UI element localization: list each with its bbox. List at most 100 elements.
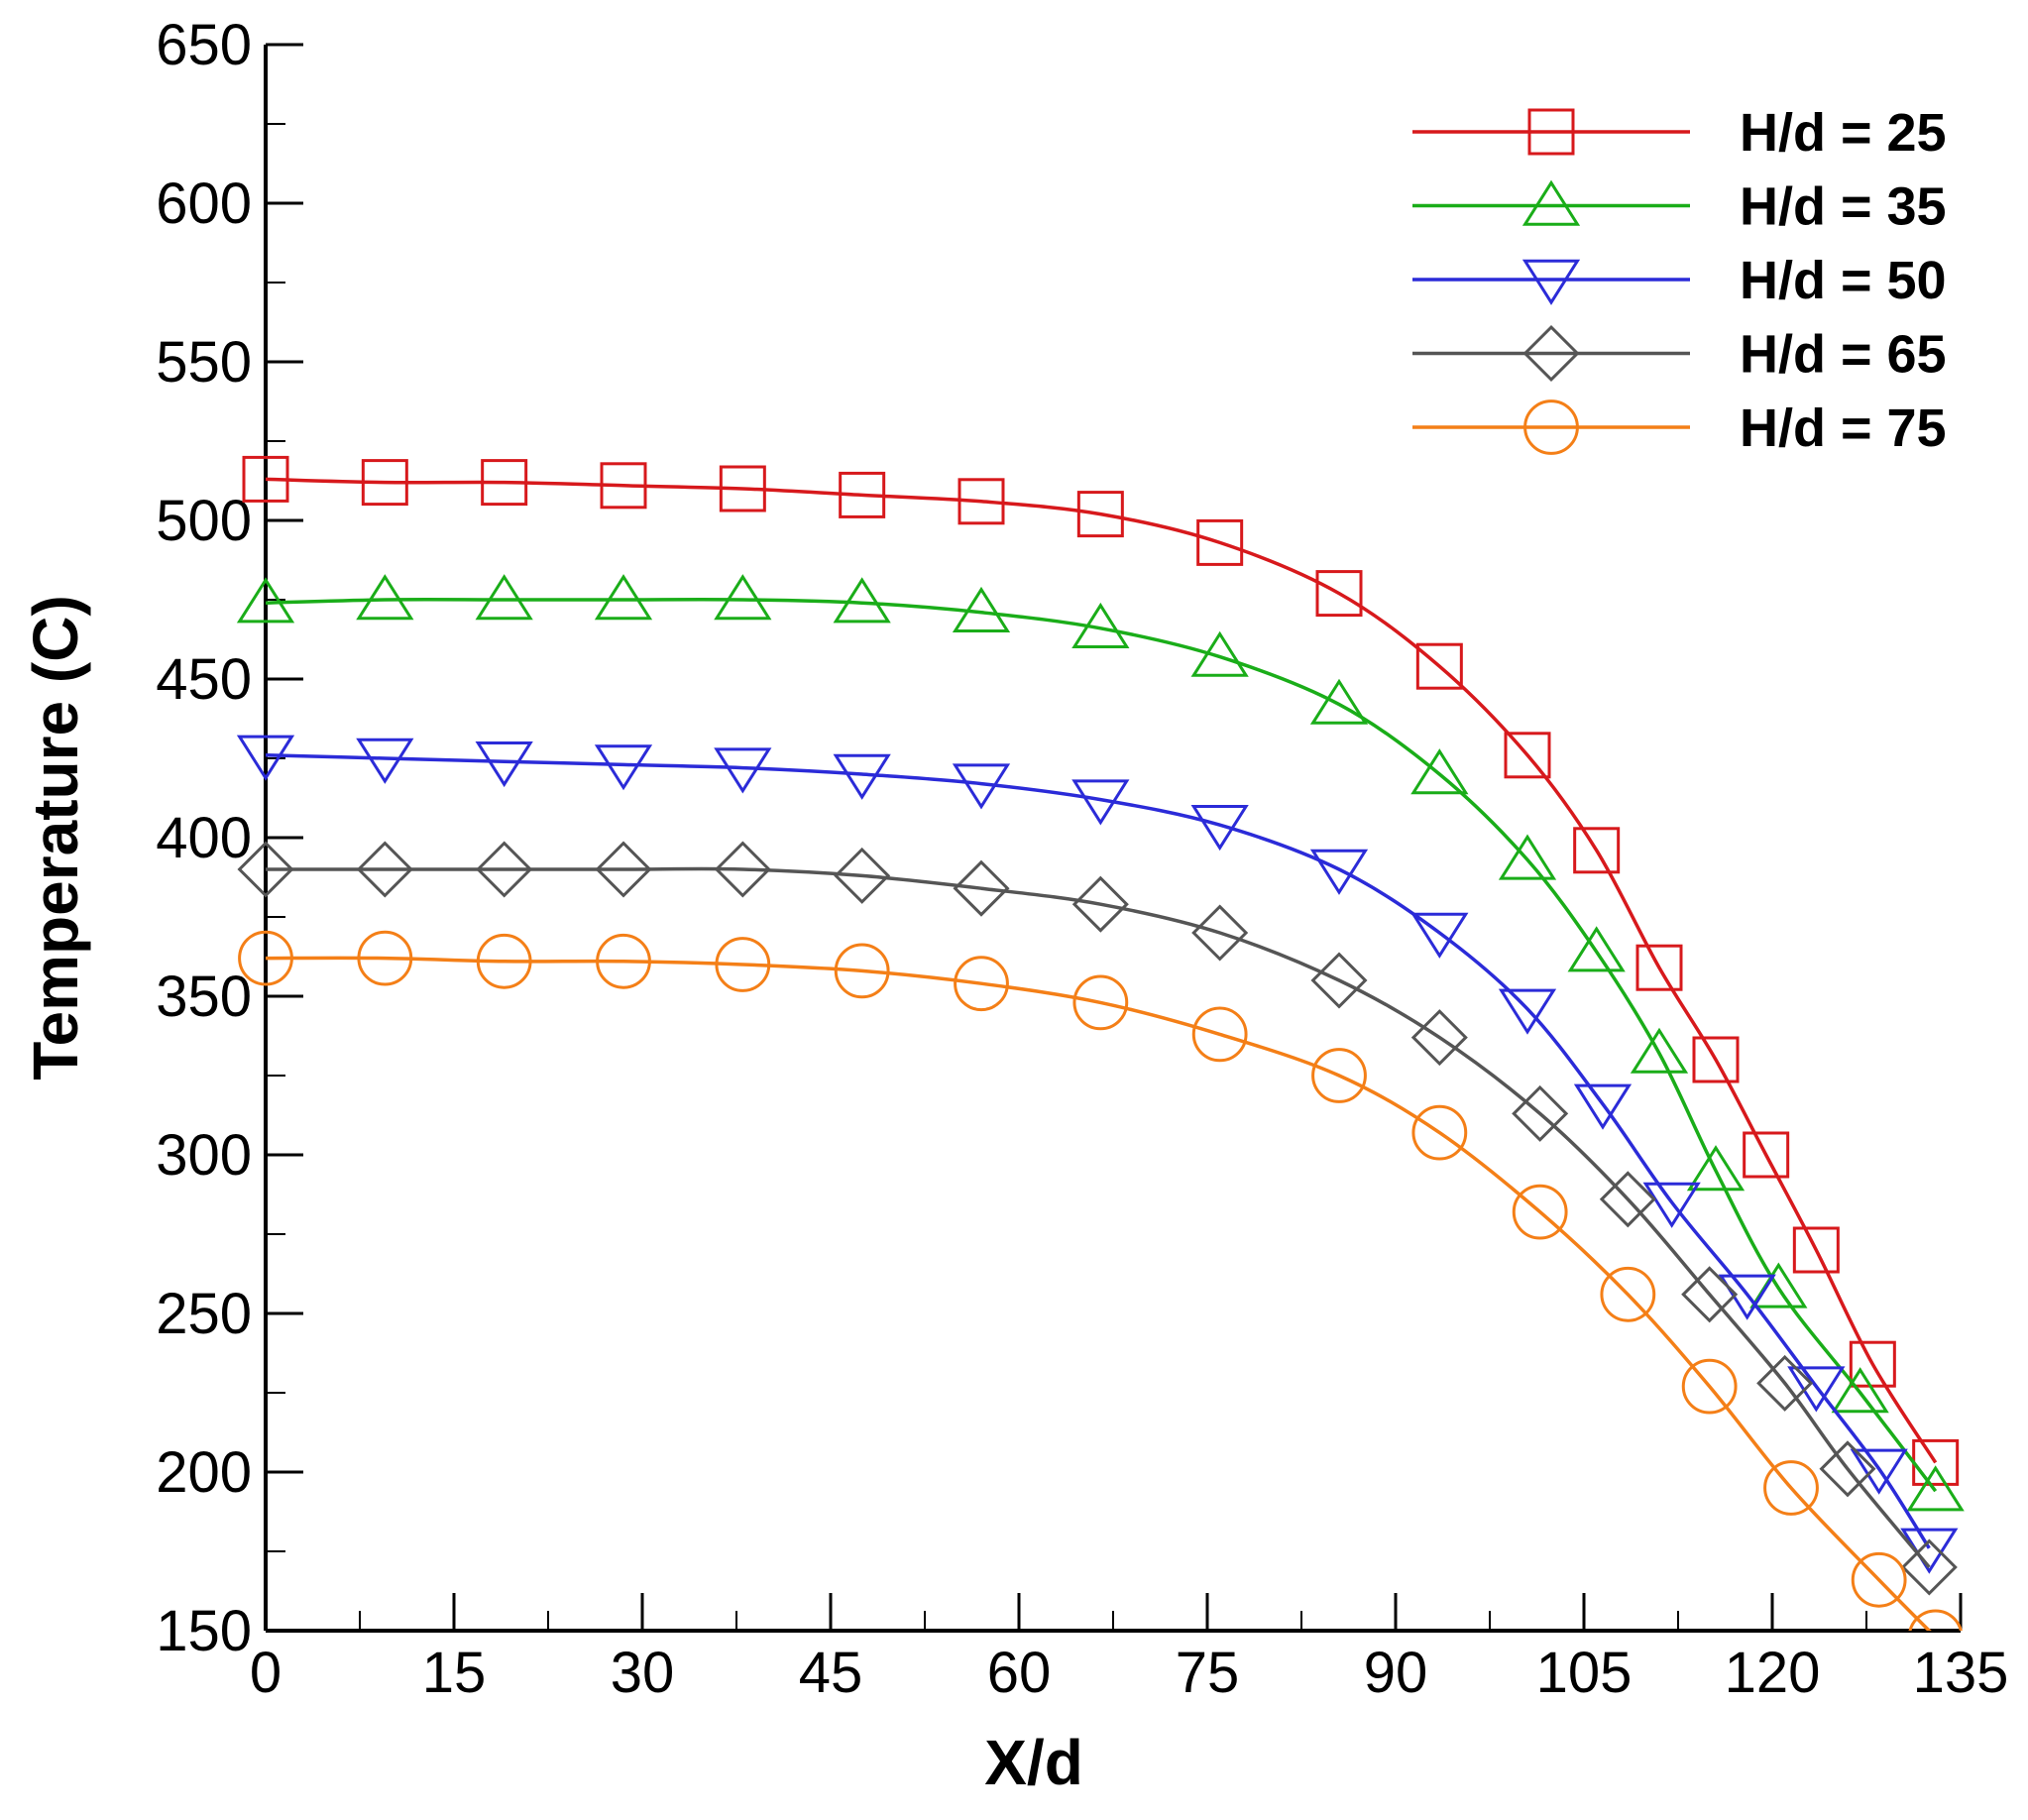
- series-marker: [839, 471, 886, 518]
- x-tick-label: 75: [1176, 1641, 1240, 1705]
- series-marker: [1831, 1367, 1889, 1414]
- series-line: [265, 477, 1938, 1464]
- y-tick-label: 250: [156, 1282, 252, 1346]
- series-marker: [958, 478, 1005, 525]
- y-tick-label: 350: [156, 965, 252, 1029]
- series-marker: [1567, 926, 1626, 972]
- series-marker: [1681, 1358, 1738, 1415]
- x-tick-label: 60: [987, 1641, 1052, 1705]
- x-tick-label: 90: [1364, 1641, 1428, 1705]
- legend-marker: [1523, 399, 1579, 455]
- series-marker: [952, 763, 1011, 810]
- series-marker: [719, 465, 766, 512]
- series-marker: [1498, 988, 1557, 1035]
- series-marker: [356, 738, 414, 784]
- series-marker: [481, 459, 528, 507]
- series-1: [242, 455, 1960, 1486]
- series-marker: [1686, 1145, 1746, 1192]
- series-marker: [237, 841, 294, 898]
- y-tick-label: 650: [156, 13, 252, 77]
- series-marker: [1756, 1354, 1814, 1412]
- series-layer: [236, 455, 1965, 1631]
- series-line: [265, 956, 1932, 1631]
- legend-item: H/d = 25: [1412, 103, 1947, 163]
- series-marker: [1512, 1084, 1569, 1142]
- series-marker: [1410, 1009, 1468, 1067]
- series-marker: [242, 455, 289, 503]
- series-3: [236, 735, 1959, 1574]
- series-marker: [1310, 952, 1368, 1009]
- series-marker: [1415, 642, 1463, 690]
- legend-item: H/d = 65: [1412, 325, 1947, 385]
- y-tick-label: 500: [156, 489, 252, 553]
- series-marker: [1196, 518, 1244, 566]
- series-marker: [1600, 1266, 1656, 1322]
- series-marker: [357, 930, 413, 986]
- series-marker: [236, 577, 295, 624]
- series-marker: [1498, 834, 1557, 880]
- series-5: [238, 930, 1963, 1631]
- series-marker: [1630, 1027, 1689, 1074]
- series-marker: [600, 462, 647, 510]
- series-marker: [1072, 974, 1129, 1031]
- series-marker: [476, 933, 532, 989]
- series-marker: [1504, 732, 1551, 779]
- x-tick-label: 105: [1536, 1641, 1633, 1705]
- series-marker: [1076, 491, 1124, 538]
- series-marker: [1309, 678, 1369, 725]
- series-marker: [1309, 849, 1369, 895]
- series-marker: [1573, 827, 1621, 874]
- series-marker: [356, 574, 414, 621]
- series-marker: [361, 459, 408, 507]
- x-tick-label: 45: [799, 1641, 863, 1705]
- series-marker: [1315, 570, 1363, 618]
- series-marker: [1692, 1036, 1740, 1083]
- series-marker: [1851, 1551, 1907, 1608]
- series-marker: [236, 735, 295, 781]
- legend: H/d = 25 H/d = 35 H/d = 50 H/d = 65 H/d = 75: [1412, 103, 1947, 458]
- series-marker: [833, 577, 891, 624]
- legend-item: H/d = 50: [1412, 251, 1947, 310]
- series-marker: [1190, 630, 1249, 677]
- series-marker: [356, 841, 413, 898]
- series-marker: [475, 741, 533, 788]
- series-marker: [715, 937, 771, 992]
- series-marker: [1190, 805, 1249, 852]
- x-tick-label: 135: [1913, 1641, 2009, 1705]
- series-marker: [475, 574, 533, 621]
- series-line: [265, 866, 1931, 1569]
- y-tick-label: 400: [156, 806, 252, 870]
- legend-marker: [1522, 324, 1580, 383]
- series-marker: [834, 943, 890, 999]
- series-marker: [1900, 1538, 1958, 1596]
- series-marker: [953, 859, 1010, 917]
- series-marker: [594, 744, 653, 791]
- y-axis-title: Temperature (C): [20, 595, 91, 1081]
- legend-label: H/d = 65: [1740, 325, 1947, 385]
- series-2: [236, 574, 1965, 1512]
- axes: 150 200 250 300 350 400 450 500 550 600 650 0 15 30 45…: [156, 13, 2008, 1705]
- x-tick-label: 15: [422, 1641, 487, 1705]
- series-marker: [1410, 748, 1469, 795]
- series-marker: [1743, 1131, 1790, 1179]
- series-marker: [833, 753, 891, 800]
- series-marker: [714, 574, 772, 621]
- series-marker: [1512, 1184, 1568, 1240]
- series-marker: [1191, 904, 1249, 962]
- series-marker: [1071, 779, 1130, 826]
- y-tick-label: 550: [156, 330, 252, 395]
- series-4: [237, 841, 1958, 1596]
- series-marker: [1410, 912, 1469, 959]
- legend-label: H/d = 35: [1740, 177, 1947, 237]
- series-marker: [1787, 1366, 1846, 1413]
- y-tick-label: 200: [156, 1440, 252, 1505]
- series-marker: [1573, 1083, 1633, 1130]
- series-marker: [1642, 1182, 1701, 1228]
- series-marker: [1819, 1440, 1876, 1498]
- series-marker: [1071, 875, 1129, 933]
- series-marker: [1850, 1448, 1908, 1495]
- series-marker: [1792, 1226, 1840, 1274]
- x-tick-label: 120: [1725, 1641, 1821, 1705]
- x-axis-title: X/d: [984, 1727, 1083, 1798]
- legend-label: H/d = 50: [1740, 251, 1947, 310]
